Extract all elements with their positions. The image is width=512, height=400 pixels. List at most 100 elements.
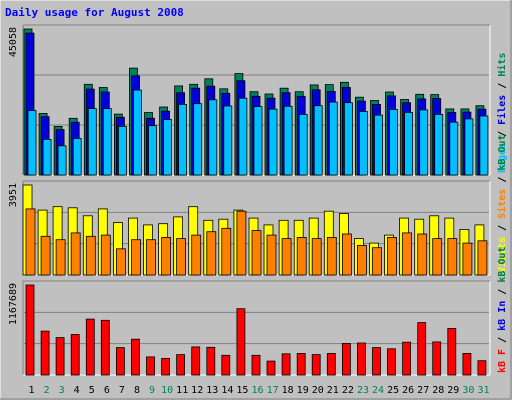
day-label: 9 (149, 385, 155, 396)
bar-sites (161, 236, 172, 276)
day-label: 3 (59, 385, 65, 396)
bar-sites (176, 238, 187, 276)
bar-kb-f (40, 330, 50, 376)
panel-legend: kB F / kB In / kB Out (497, 247, 508, 373)
bar-sites (296, 236, 307, 276)
legend-entry-kb-out: kB Out (497, 247, 508, 283)
bar-sites (281, 238, 292, 276)
bar-pages (449, 121, 459, 176)
bar-kb-f (146, 356, 155, 376)
bar-pages (328, 101, 338, 176)
y-axis-max-label: 1167689 (8, 283, 19, 325)
day-label: 8 (134, 385, 140, 396)
bar-pages (434, 114, 444, 176)
day-label: 27 (417, 385, 429, 396)
legend-entry-files: Files (496, 95, 508, 125)
bar-sites (25, 208, 36, 276)
bar-kb-f (236, 308, 246, 376)
bar-sites (432, 238, 443, 276)
bar-kb-f (116, 347, 125, 376)
bar-sites (100, 234, 111, 276)
bar-kb-f (100, 319, 110, 376)
bar-sites (402, 232, 413, 276)
bar-kb-f (251, 354, 261, 376)
bar-pages (102, 108, 112, 176)
y-axis-max-label: 45058 (8, 27, 19, 57)
day-label: 22 (342, 385, 354, 396)
bar-sites (55, 239, 66, 276)
day-label: 4 (74, 385, 80, 396)
bar-kb-f (311, 354, 321, 376)
bar-pages (57, 145, 67, 176)
bar-pages (133, 89, 142, 176)
bar-pages (178, 104, 188, 176)
bar-sites (387, 236, 397, 276)
bar-kb-f (55, 337, 65, 376)
bar-pages (163, 119, 173, 176)
day-label: 26 (402, 385, 414, 396)
day-label: 10 (161, 385, 173, 396)
day-label: 31 (477, 385, 489, 396)
bar-pages (87, 108, 97, 176)
legend-separator: / (497, 77, 508, 95)
bar-sites (462, 242, 473, 276)
bar-pages (223, 105, 233, 176)
day-label: 16 (251, 385, 263, 396)
panel-legend: Pages / Files / Hits (496, 53, 508, 173)
bar-sites (326, 236, 337, 276)
day-label: 5 (89, 385, 95, 396)
bar-pages (404, 112, 414, 176)
bar-kb-f (477, 360, 487, 376)
bar-sites (206, 231, 217, 276)
day-label: 12 (191, 385, 203, 396)
bar-sites (251, 230, 262, 276)
bar-pages (208, 99, 218, 176)
legend-entry-kb-out: kB Out (497, 135, 508, 171)
day-label: 1 (28, 385, 34, 396)
bar-kb-f (70, 334, 80, 376)
day-label: 14 (221, 385, 233, 396)
day-label: 6 (104, 385, 110, 396)
bar-sites (191, 234, 202, 276)
bar-sites (131, 239, 141, 276)
bar-pages (268, 108, 278, 176)
bar-pages (118, 126, 127, 176)
bar-pages (313, 105, 323, 176)
bar-pages (148, 125, 157, 176)
legend-entry-kb-in: kB In (497, 301, 508, 331)
bar-kb-f (402, 341, 412, 376)
bar-pages (42, 138, 52, 176)
day-label: 21 (327, 385, 339, 396)
day-label: 19 (297, 385, 309, 396)
bar-sites (70, 232, 81, 276)
bar-kb-f (341, 342, 351, 376)
day-label: 2 (44, 385, 50, 396)
bar-kb-f (296, 352, 306, 376)
day-label: 11 (176, 385, 188, 396)
day-label: 23 (357, 385, 369, 396)
legend-entry-sites: Sites (496, 189, 508, 219)
day-label: 24 (372, 385, 384, 396)
bar-kb-f (372, 347, 381, 376)
day-label: 30 (462, 385, 474, 396)
legend-separator: / (497, 171, 508, 189)
day-axis-labels: 1 2 3 4 5 6 7 8 9 10 11 12 13 14 15 16 17 18 19 20 21 22 23 24 2… (28, 385, 489, 396)
bar-kb-f (221, 354, 231, 376)
legend-separator: / (497, 331, 508, 349)
panel-2: 3951 Visits / Sites / kB Out (8, 135, 508, 276)
bar-sites (341, 233, 352, 276)
bar-kb-f (387, 348, 396, 376)
bar-pages (27, 110, 37, 176)
bar-pages (283, 105, 293, 176)
day-label: 25 (387, 385, 399, 396)
bar-sites (417, 233, 428, 276)
panel-legend: Visits / Sites / kB Out (496, 135, 508, 273)
bar-sites (311, 238, 322, 276)
bar-kb-f (462, 352, 472, 376)
day-label: 17 (267, 385, 279, 396)
bar-sites (40, 235, 51, 276)
bar-pages (464, 118, 474, 176)
y-axis-max-label: 3951 (8, 183, 19, 207)
legend-separator: / (497, 125, 508, 143)
panel-3: 1167689 kB F / kB In / kB Out (8, 247, 508, 376)
